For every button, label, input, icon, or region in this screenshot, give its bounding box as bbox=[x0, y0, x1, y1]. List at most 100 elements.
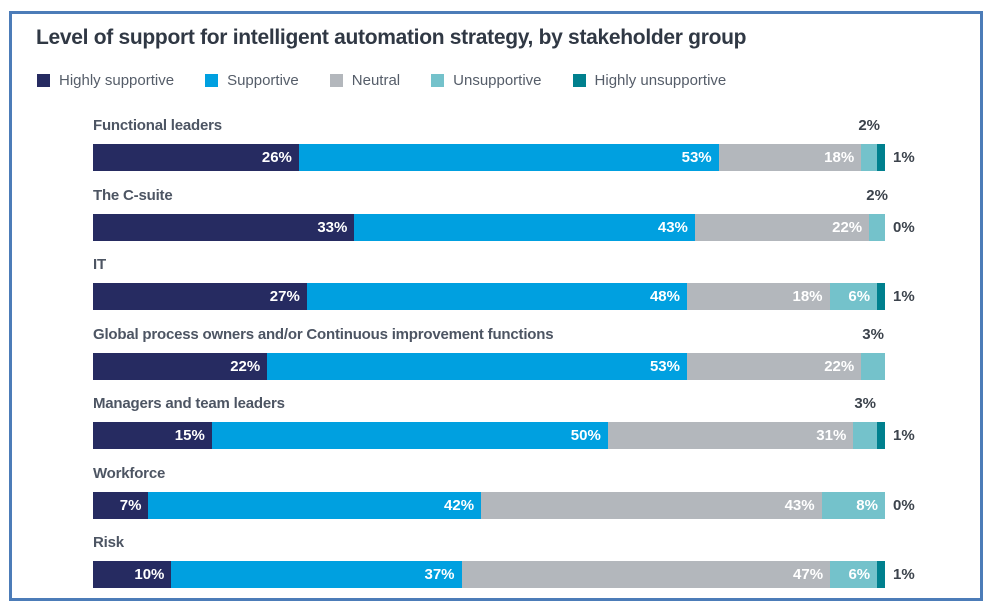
category-label: The C-suite bbox=[93, 186, 173, 204]
stacked-bar: 27% 48% 18% 6% bbox=[93, 283, 885, 310]
legend-item-highly-supportive: Highly supportive bbox=[37, 72, 174, 89]
segment-value-label: 48% bbox=[649, 288, 680, 305]
bar-segment-supportive: 42% bbox=[148, 491, 482, 519]
bar-segment-highly-unsupportive bbox=[877, 283, 885, 310]
segment-value-label: 22% bbox=[832, 218, 863, 236]
bar-segment-highly-unsupportive bbox=[877, 561, 885, 588]
bar-segment-unsupportive: 6% bbox=[830, 561, 878, 588]
category-label: Global process owners and/or Continuous … bbox=[93, 325, 554, 343]
chart-title: Level of support for intelligent automat… bbox=[36, 26, 747, 49]
segment-value-label: 22% bbox=[230, 357, 261, 375]
chart-row: Global process owners and/or Continuous … bbox=[93, 324, 973, 380]
chart-row: Workforce 0% 7% 42% 43% 8% bbox=[93, 463, 973, 519]
segment-value-label: 15% bbox=[174, 427, 205, 444]
bar-segment-neutral: 47% bbox=[461, 561, 831, 588]
bar-segment-highly-supportive: 22% bbox=[93, 352, 268, 380]
bar-segment-supportive: 50% bbox=[211, 422, 608, 449]
segment-value-label: 18% bbox=[824, 149, 855, 166]
legend-swatch-icon bbox=[205, 74, 219, 87]
chart-frame: Level of support for intelligent automat… bbox=[9, 11, 983, 601]
segment-value-label: 43% bbox=[784, 496, 815, 514]
segment-value-label: 22% bbox=[824, 357, 855, 375]
segment-value-label: 50% bbox=[570, 427, 601, 444]
bar-segment-unsupportive bbox=[853, 422, 878, 449]
segment-value-label: 42% bbox=[444, 496, 475, 514]
stacked-bar: 33% 43% 22% bbox=[93, 213, 885, 241]
highly-unsupportive-value-label: 0% bbox=[893, 496, 915, 514]
unsupportive-value-label: 2% bbox=[866, 186, 888, 204]
bar-segment-neutral: 31% bbox=[607, 422, 854, 449]
stacked-bar: 26% 53% 18% bbox=[93, 144, 885, 171]
bar-segment-unsupportive: 8% bbox=[821, 491, 885, 519]
bar-segment-supportive: 53% bbox=[298, 144, 719, 171]
legend-label: Supportive bbox=[227, 72, 299, 89]
chart-row: Functional leaders 2% 1% 26% 53% 18% bbox=[93, 115, 973, 171]
bar-segment-neutral: 18% bbox=[718, 144, 862, 171]
segment-value-label: 53% bbox=[681, 149, 712, 166]
bar-segment-highly-unsupportive bbox=[877, 144, 885, 171]
bar-segment-highly-supportive: 7% bbox=[93, 491, 149, 519]
unsupportive-value-label: 3% bbox=[862, 325, 884, 343]
segment-value-label: 6% bbox=[848, 566, 871, 583]
unsupportive-value-label: 2% bbox=[858, 117, 880, 134]
bar-segment-unsupportive bbox=[869, 213, 885, 241]
legend-swatch-icon bbox=[572, 74, 586, 87]
stacked-bar: 10% 37% 47% 6% bbox=[93, 561, 885, 588]
bar-segment-supportive: 53% bbox=[267, 352, 687, 380]
segment-value-label: 37% bbox=[424, 566, 455, 583]
segment-value-label: 26% bbox=[261, 149, 292, 166]
category-label: Risk bbox=[93, 534, 124, 551]
bar-segment-highly-supportive: 33% bbox=[93, 213, 355, 241]
legend-item-neutral: Neutral bbox=[329, 72, 401, 89]
highly-unsupportive-value-label: 1% bbox=[893, 288, 915, 305]
bar-segment-supportive: 43% bbox=[354, 213, 695, 241]
segment-value-label: 8% bbox=[856, 496, 878, 514]
segment-value-label: 43% bbox=[657, 218, 688, 236]
legend-label: Unsupportive bbox=[453, 72, 542, 89]
segment-value-label: 33% bbox=[317, 218, 348, 236]
bar-segment-unsupportive bbox=[861, 144, 878, 171]
segment-value-label: 31% bbox=[816, 427, 847, 444]
category-label: IT bbox=[93, 256, 106, 273]
stacked-bar: 7% 42% 43% 8% bbox=[93, 491, 885, 519]
chart-row: Managers and team leaders 3% 1% 15% 50% 31% bbox=[93, 393, 973, 449]
bar-segment-neutral: 43% bbox=[481, 491, 822, 519]
segment-value-label: 7% bbox=[119, 496, 142, 514]
legend-item-highly-unsupportive: Highly unsupportive bbox=[572, 72, 727, 89]
bar-segment-supportive: 37% bbox=[171, 561, 462, 588]
bar-segment-neutral: 22% bbox=[686, 352, 862, 380]
bar-segment-unsupportive: 6% bbox=[829, 283, 878, 310]
bar-segment-highly-supportive: 27% bbox=[93, 283, 307, 310]
bar-segment-highly-supportive: 10% bbox=[93, 561, 172, 588]
bar-segment-highly-supportive: 26% bbox=[93, 144, 299, 171]
legend: Highly supportive Supportive Neutral Unsupp… bbox=[37, 72, 726, 89]
bar-segment-highly-supportive: 15% bbox=[93, 422, 212, 449]
bar-segment-supportive: 48% bbox=[306, 283, 687, 310]
segment-value-label: 10% bbox=[134, 566, 165, 583]
legend-swatch-icon bbox=[329, 74, 343, 87]
highly-unsupportive-value-label: 1% bbox=[893, 427, 915, 444]
chart-row: Risk 1% 10% 37% 47% 6% bbox=[93, 532, 973, 588]
bar-segment-neutral: 18% bbox=[686, 283, 830, 310]
bar-segment-neutral: 22% bbox=[694, 213, 870, 241]
chart-rows: Functional leaders 2% 1% 26% 53% 18% The C-sui… bbox=[93, 115, 973, 602]
highly-unsupportive-value-label: 1% bbox=[893, 566, 915, 583]
segment-value-label: 53% bbox=[649, 357, 680, 375]
stacked-bar: 15% 50% 31% bbox=[93, 422, 885, 449]
segment-value-label: 18% bbox=[792, 288, 823, 305]
highly-unsupportive-value-label: 1% bbox=[893, 149, 915, 166]
bar-segment-unsupportive bbox=[861, 352, 885, 380]
stacked-bar: 22% 53% 22% bbox=[93, 352, 885, 380]
segment-value-label: 47% bbox=[793, 566, 824, 583]
category-label: Managers and team leaders bbox=[93, 395, 285, 412]
legend-item-supportive: Supportive bbox=[205, 72, 299, 89]
unsupportive-value-label: 3% bbox=[854, 395, 877, 412]
legend-swatch-icon bbox=[431, 74, 445, 87]
category-label: Workforce bbox=[93, 464, 166, 482]
segment-value-label: 6% bbox=[848, 288, 871, 305]
legend-label: Highly unsupportive bbox=[594, 72, 727, 89]
highly-unsupportive-value-label: 0% bbox=[893, 218, 915, 236]
legend-item-unsupportive: Unsupportive bbox=[431, 72, 542, 89]
legend-label: Neutral bbox=[351, 72, 401, 89]
bar-segment-highly-unsupportive bbox=[877, 422, 885, 449]
